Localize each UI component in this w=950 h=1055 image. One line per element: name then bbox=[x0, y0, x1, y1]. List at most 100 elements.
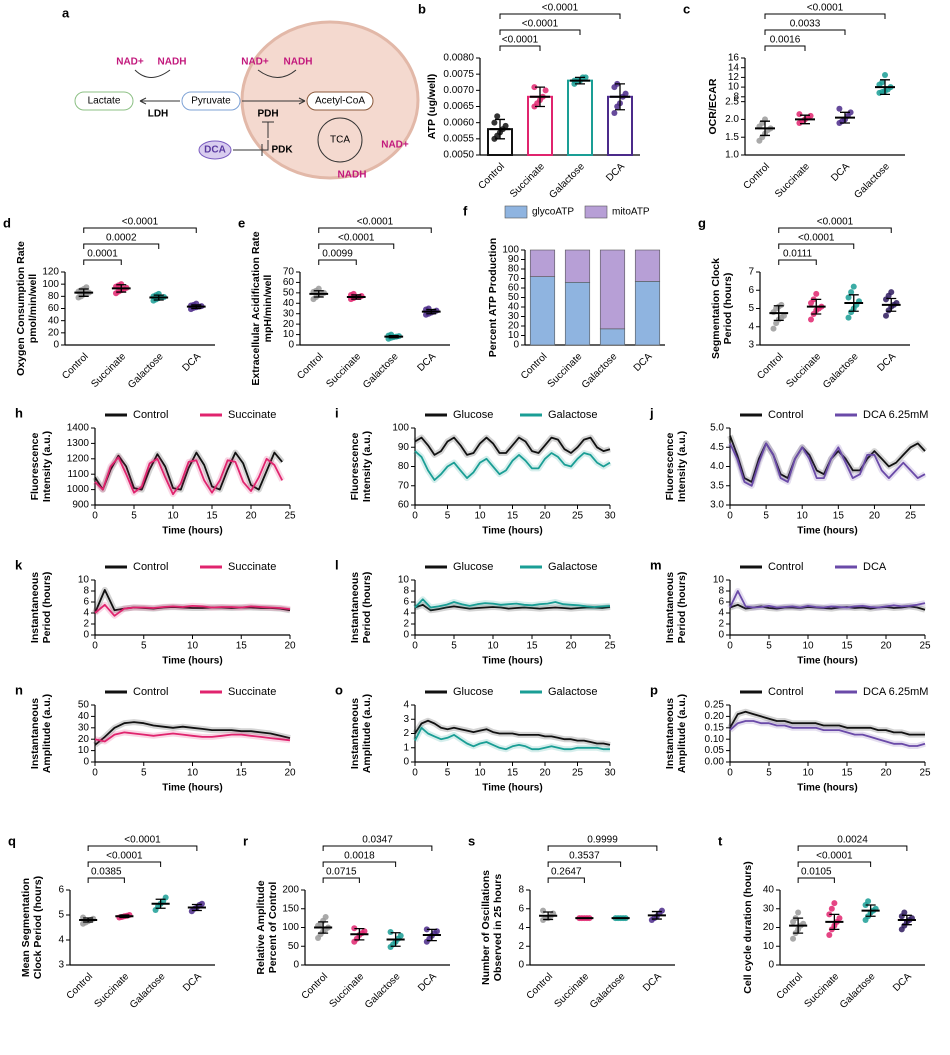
x-tick-label: 10 bbox=[474, 511, 486, 522]
inhibition bbox=[233, 144, 263, 156]
data-point bbox=[582, 74, 589, 81]
data-point bbox=[542, 87, 549, 94]
y-tick-label: 0.05 bbox=[705, 745, 725, 756]
y-tick-label: 10 bbox=[728, 82, 740, 93]
legend-label: Control bbox=[768, 686, 803, 698]
legend-label: Succinate bbox=[228, 409, 276, 421]
y-tick-label: 1.5 bbox=[725, 132, 739, 143]
y-tick-label: 1000 bbox=[67, 484, 90, 495]
x-tick-label: Control bbox=[741, 161, 772, 192]
y-tick-label: 0.10 bbox=[705, 734, 725, 745]
data-point bbox=[845, 314, 852, 321]
x-tick-label: 10 bbox=[487, 641, 499, 652]
y-tick-label: 7 bbox=[748, 267, 754, 278]
p-value: <0.0001 bbox=[798, 233, 835, 244]
y-tick-label: 100 bbox=[282, 922, 299, 933]
bracket bbox=[547, 845, 658, 851]
data-point bbox=[423, 926, 430, 933]
y-axis-title: Period (hours) bbox=[676, 572, 688, 644]
y-tick-label: 2.5 bbox=[725, 96, 739, 107]
data-point bbox=[611, 109, 618, 116]
y-tick-label: 20 bbox=[48, 327, 60, 338]
enzyme: PDK bbox=[271, 145, 293, 156]
y-tick-label: 5 bbox=[748, 303, 754, 314]
error-bar bbox=[78, 288, 89, 297]
data-point bbox=[836, 105, 843, 112]
y-axis-title: Intensity (a.u.) bbox=[361, 431, 373, 502]
y-tick-label: 100 bbox=[502, 245, 519, 256]
y-tick-label: 1400 bbox=[67, 423, 90, 434]
error-bar bbox=[901, 914, 912, 926]
y-tick-label: 0.15 bbox=[705, 722, 725, 733]
error-bar bbox=[811, 298, 822, 315]
x-axis-title: Time (hours) bbox=[797, 656, 857, 667]
panel-label: o bbox=[335, 682, 343, 697]
y-tick-label: 1 bbox=[403, 742, 409, 753]
p-value: <0.0001 bbox=[338, 233, 375, 244]
x-tick-label: 0 bbox=[727, 768, 733, 779]
y-axis-title: Instantaneous bbox=[29, 698, 41, 769]
data-point bbox=[807, 112, 814, 119]
y-tick-label: 3 bbox=[748, 340, 754, 351]
y-axis-title: Fluorescence bbox=[29, 432, 41, 500]
data-point bbox=[882, 71, 888, 78]
x-axis-title: Time (hours) bbox=[162, 526, 222, 537]
data-point bbox=[808, 316, 814, 323]
bracket bbox=[778, 227, 892, 233]
panel-label: e bbox=[238, 215, 245, 230]
y-tick-label: 80 bbox=[398, 461, 410, 472]
error-bar bbox=[880, 79, 890, 96]
x-tick-label: 5 bbox=[141, 641, 147, 652]
panel-label: b bbox=[418, 1, 426, 16]
line bbox=[414, 598, 611, 609]
data-point bbox=[865, 898, 872, 905]
x-tick-label: 20 bbox=[245, 511, 257, 522]
error-bar bbox=[191, 304, 202, 310]
x-axis-title: Time (hours) bbox=[162, 656, 222, 667]
x-tick-label: 5 bbox=[131, 511, 137, 522]
panel-label: a bbox=[62, 5, 70, 20]
y-tick-label: 0 bbox=[293, 960, 299, 971]
y-tick-label: 80 bbox=[508, 264, 520, 275]
line bbox=[414, 436, 611, 456]
error-bar bbox=[575, 76, 585, 85]
data-point bbox=[658, 907, 665, 914]
panel-label: h bbox=[15, 405, 23, 420]
line bbox=[94, 451, 283, 491]
data-point bbox=[826, 911, 833, 918]
legend-label: Control bbox=[768, 409, 803, 421]
data-point bbox=[888, 289, 895, 296]
legend-label: DCA 6.25mM bbox=[863, 686, 928, 698]
cofactor: NAD+ bbox=[381, 140, 409, 151]
y-tick-label: 2 bbox=[518, 941, 524, 952]
data-point bbox=[387, 929, 394, 935]
y-tick-label: 20 bbox=[763, 922, 775, 933]
legend-label: Glucose bbox=[453, 561, 493, 573]
data-point bbox=[361, 928, 368, 935]
y-tick-label: 40 bbox=[78, 711, 90, 722]
legend-label: Galactose bbox=[548, 409, 598, 421]
y-tick-label: 30 bbox=[283, 308, 295, 319]
x-tick-label: 15 bbox=[236, 641, 248, 652]
y-tick-label: 5 bbox=[58, 910, 64, 921]
bracket bbox=[499, 29, 581, 35]
arrow bbox=[134, 69, 180, 105]
data-point bbox=[848, 289, 855, 296]
y-axis-title: pmol/min/well bbox=[27, 274, 39, 344]
x-tick-label: DCA bbox=[416, 351, 439, 374]
y-tick-label: 90 bbox=[398, 442, 410, 453]
y-tick-label: 4 bbox=[748, 321, 754, 332]
bar-segment bbox=[529, 249, 556, 277]
x-axis-title: Time (hours) bbox=[162, 783, 222, 794]
y-axis-title: OCR/ECAR bbox=[707, 78, 719, 134]
legend-label: Succinate bbox=[228, 686, 276, 698]
bracket bbox=[797, 845, 908, 851]
node bbox=[306, 91, 374, 111]
bracket bbox=[322, 877, 360, 883]
y-tick-label: 60 bbox=[283, 277, 295, 288]
p-value: 0.0018 bbox=[344, 851, 375, 862]
p-value: <0.0001 bbox=[817, 217, 854, 228]
y-tick-label: 6 bbox=[518, 903, 524, 914]
p-value: 0.0033 bbox=[790, 19, 821, 30]
y-tick-label: 60 bbox=[508, 283, 520, 294]
